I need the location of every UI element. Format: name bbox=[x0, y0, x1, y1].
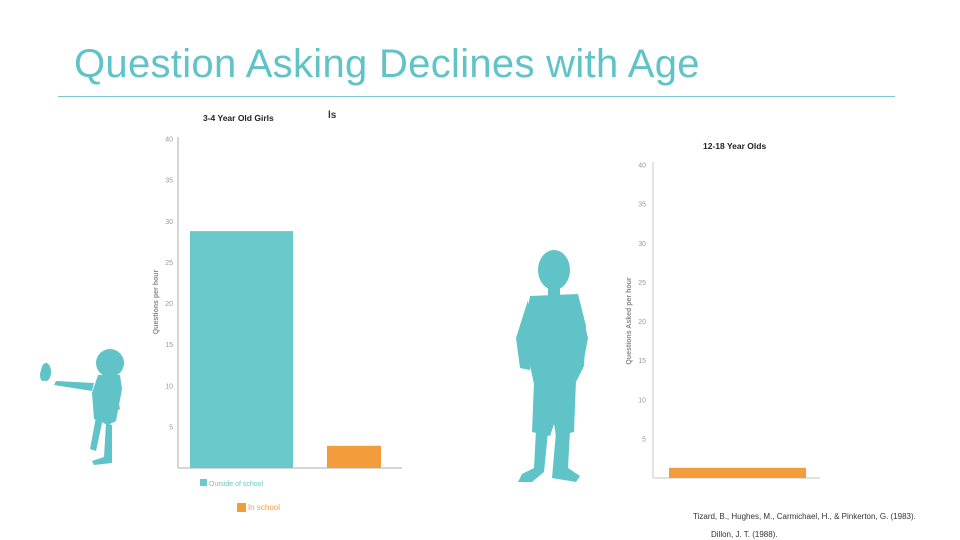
chart2-y-tick-label: 15 bbox=[638, 358, 646, 365]
legend-label-outside-school: Outside of school bbox=[209, 481, 264, 488]
chart1-bar-outside-of-school bbox=[190, 231, 293, 468]
chart2-y-tick-label: 10 bbox=[638, 397, 646, 404]
citation-1: Tizard, B., Hughes, M., Carmichael, H., … bbox=[693, 512, 916, 521]
girl-silhouette bbox=[40, 349, 124, 465]
legend-swatch-outside-school bbox=[200, 479, 207, 486]
legend-label-in-school: In school bbox=[248, 503, 280, 512]
chart2-y-tick-label: 5 bbox=[642, 436, 646, 443]
chart1-y-tick-label: 40 bbox=[165, 137, 173, 144]
chart1-ylabel: Questions per hour bbox=[153, 269, 160, 334]
chart1-y-tick-label: 30 bbox=[165, 219, 173, 226]
chart2-ylabel: Questions Asked per hour bbox=[626, 277, 633, 365]
chart1-y-tick-label: 10 bbox=[165, 383, 173, 390]
chart2-y-tick-label: 40 bbox=[638, 163, 646, 170]
title-divider bbox=[58, 96, 895, 97]
chart2-bar-in-school bbox=[669, 467, 806, 478]
chart2-y-tick-label: 20 bbox=[638, 319, 646, 326]
chart1-title: 3-4 Year Old Girls bbox=[203, 113, 274, 123]
chart2-y-tick-label: 35 bbox=[638, 202, 646, 209]
citation-2: Dillon, J. T. (1988). bbox=[711, 530, 778, 539]
chart1-bar-in-school bbox=[327, 445, 381, 468]
chart1-y-tick-label: 5 bbox=[169, 424, 173, 431]
legend-swatch-in-school bbox=[237, 503, 246, 512]
slide-title: Question Asking Declines with Age bbox=[74, 42, 700, 86]
chart1-subtitle: ls bbox=[328, 110, 337, 121]
chart1-y-tick-label: 25 bbox=[165, 260, 173, 267]
chart2-y-tick-label: 30 bbox=[638, 241, 646, 248]
boy-silhouette bbox=[516, 250, 588, 482]
chart2-y-tick-label: 25 bbox=[638, 280, 646, 287]
chart1-y-tick-label: 20 bbox=[165, 301, 173, 308]
chart2-title: 12-18 Year Olds bbox=[703, 141, 766, 151]
chart1-y-tick-label: 35 bbox=[165, 178, 173, 185]
chart1-y-tick-label: 15 bbox=[165, 342, 173, 349]
